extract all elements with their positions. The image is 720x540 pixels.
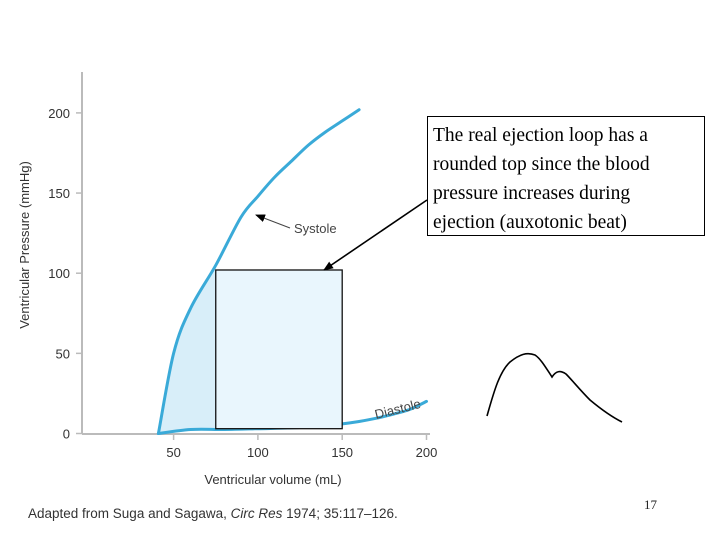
diastole-label: Diastole (373, 396, 422, 422)
y-tick-label: 100 (48, 266, 70, 281)
pressure-waveform-sketch (486, 352, 623, 423)
y-tick-label: 50 (56, 346, 70, 361)
annotation-box: The real ejection loop has a rounded top… (427, 116, 705, 236)
slide-number: 17 (644, 497, 657, 512)
caption-prefix: Adapted from Suga and Sagawa, (28, 506, 231, 521)
annotation-line: pressure increases during (433, 183, 631, 204)
source-caption: Adapted from Suga and Sagawa, Circ Res 1… (28, 506, 398, 521)
y-tick-label: 200 (48, 106, 70, 121)
ticks-group: 0 50 100 150 200 50 100 150 200 (48, 106, 437, 460)
x-tick-label: 150 (331, 445, 353, 460)
ejection-rectangle (215, 269, 343, 430)
annotation-line: The real ejection loop has a (433, 125, 648, 146)
caption-suffix: 1974; 35:117–126. (282, 506, 398, 521)
shaded-region (158, 265, 216, 434)
annotation-line: ejection (auxotonic beat) (433, 212, 627, 233)
annotation-line: rounded top since the blood (433, 154, 650, 175)
systole-curve (156, 108, 361, 435)
y-axis-title: Ventricular Pressure (mmHg) (17, 161, 32, 329)
x-axis-title: Ventricular volume (mL) (204, 472, 341, 487)
annotation-arrow (323, 199, 428, 271)
x-tick-label: 200 (416, 445, 438, 460)
systole-label-arrow (255, 214, 291, 229)
x-tick-label: 50 (166, 445, 180, 460)
y-tick-label: 0 (63, 427, 70, 442)
x-tick-label: 100 (247, 445, 269, 460)
systole-label: Systole (294, 221, 337, 236)
y-tick-label: 150 (48, 186, 70, 201)
caption-journal: Circ Res (230, 506, 283, 521)
